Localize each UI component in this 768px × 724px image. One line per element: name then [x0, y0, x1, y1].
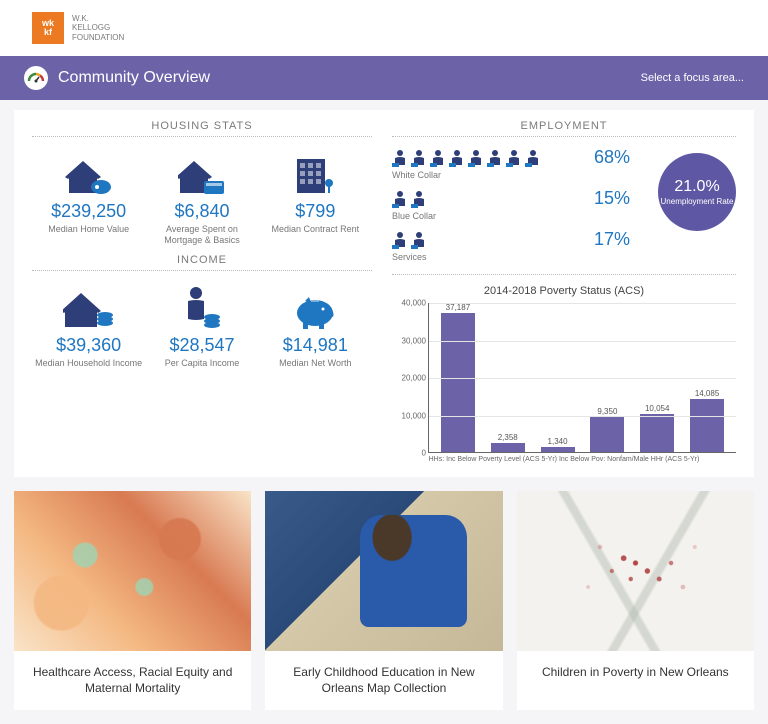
metric-value: $239,250	[34, 201, 144, 222]
housing-title: HOUSING STATS	[32, 120, 372, 132]
brand-logo: wk kf	[32, 12, 64, 44]
employment-pct: 15%	[594, 188, 644, 209]
metric-label: Median Contract Rent	[260, 224, 370, 235]
page-header: Community Overview Select a focus area..…	[0, 56, 768, 100]
chart-bar: 10,054	[640, 404, 674, 452]
card-title: Early Childhood Education in New Orleans…	[265, 651, 502, 710]
metric-value: $6,840	[147, 201, 257, 222]
topic-card[interactable]: Early Childhood Education in New Orleans…	[265, 491, 502, 710]
metric-icon	[34, 147, 144, 197]
page-title: Community Overview	[58, 69, 210, 87]
employment-row: 68% White Collar	[392, 147, 644, 180]
metric-label: Median Home Value	[34, 224, 144, 235]
metric-label: Median Household Income	[34, 358, 144, 369]
metric: $28,547 Per Capita Income	[147, 281, 257, 369]
poverty-chart-title: 2014-2018 Poverty Status (ACS)	[392, 285, 736, 297]
employment-pct: 17%	[594, 229, 644, 250]
brand-bar: wk kf W.K. KELLOGG FOUNDATION	[0, 0, 768, 56]
metric-label: Per Capita Income	[147, 358, 257, 369]
metric-label: Median Net Worth	[260, 358, 370, 369]
metric-value: $39,360	[34, 335, 144, 356]
metric: $6,840 Average Spent on Mortgage & Basic…	[147, 147, 257, 246]
employment-icons	[392, 190, 427, 208]
metric: $239,250 Median Home Value	[34, 147, 144, 246]
employment-icons	[392, 149, 541, 167]
employment-icons	[392, 231, 427, 249]
employment-pct: 68%	[594, 147, 644, 168]
metric-value: $14,981	[260, 335, 370, 356]
metric-icon	[147, 281, 257, 331]
metric-value: $28,547	[147, 335, 257, 356]
employment-label: White Collar	[392, 170, 644, 180]
overview-card: HOUSING STATS $239,250 Median Home Value…	[14, 110, 754, 477]
employment-row: 15% Blue Collar	[392, 188, 644, 221]
poverty-chart-xlabel: HHs: Inc Below Poverty Level (ACS 5-Yr) …	[392, 456, 736, 463]
chart-bar: 14,085	[690, 389, 724, 452]
metric: $14,981 Median Net Worth	[260, 281, 370, 369]
income-title: INCOME	[32, 254, 372, 266]
employment-label: Blue Collar	[392, 211, 644, 221]
metric-icon	[260, 281, 370, 331]
chart-bar: 1,340	[541, 437, 575, 452]
employment-stats: 68% White Collar 15% Blue Collar 17% Services	[392, 147, 644, 270]
card-image	[517, 491, 754, 651]
employment-label: Services	[392, 252, 644, 262]
brand-name: W.K. KELLOGG FOUNDATION	[72, 14, 124, 43]
focus-area-selector[interactable]: Select a focus area...	[641, 72, 744, 84]
metric-label: Average Spent on Mortgage & Basics	[147, 224, 257, 246]
metric: $799 Median Contract Rent	[260, 147, 370, 246]
card-image	[14, 491, 251, 651]
card-image	[265, 491, 502, 651]
employment-title: EMPLOYMENT	[392, 120, 736, 132]
metric-value: $799	[260, 201, 370, 222]
metric: $39,360 Median Household Income	[34, 281, 144, 369]
card-title: Children in Poverty in New Orleans	[517, 651, 754, 695]
topic-card[interactable]: Children in Poverty in New Orleans	[517, 491, 754, 710]
metric-icon	[147, 147, 257, 197]
metric-icon	[34, 281, 144, 331]
housing-metrics: $239,250 Median Home Value $6,840 Averag…	[32, 147, 372, 246]
unemployment-circle: 21.0% Unemployment Rate	[658, 153, 736, 231]
metric-icon	[260, 147, 370, 197]
card-title: Healthcare Access, Racial Equity and Mat…	[14, 651, 251, 710]
topic-cards: Healthcare Access, Racial Equity and Mat…	[0, 477, 768, 724]
income-metrics: $39,360 Median Household Income $28,547 …	[32, 281, 372, 369]
topic-card[interactable]: Healthcare Access, Racial Equity and Mat…	[14, 491, 251, 710]
gauge-icon	[24, 66, 48, 90]
chart-bar: 2,358	[491, 433, 525, 452]
poverty-chart: 010,00020,00030,00040,000 37,1872,3581,3…	[392, 303, 736, 453]
chart-bar: 9,350	[590, 407, 624, 452]
employment-row: 17% Services	[392, 229, 644, 262]
